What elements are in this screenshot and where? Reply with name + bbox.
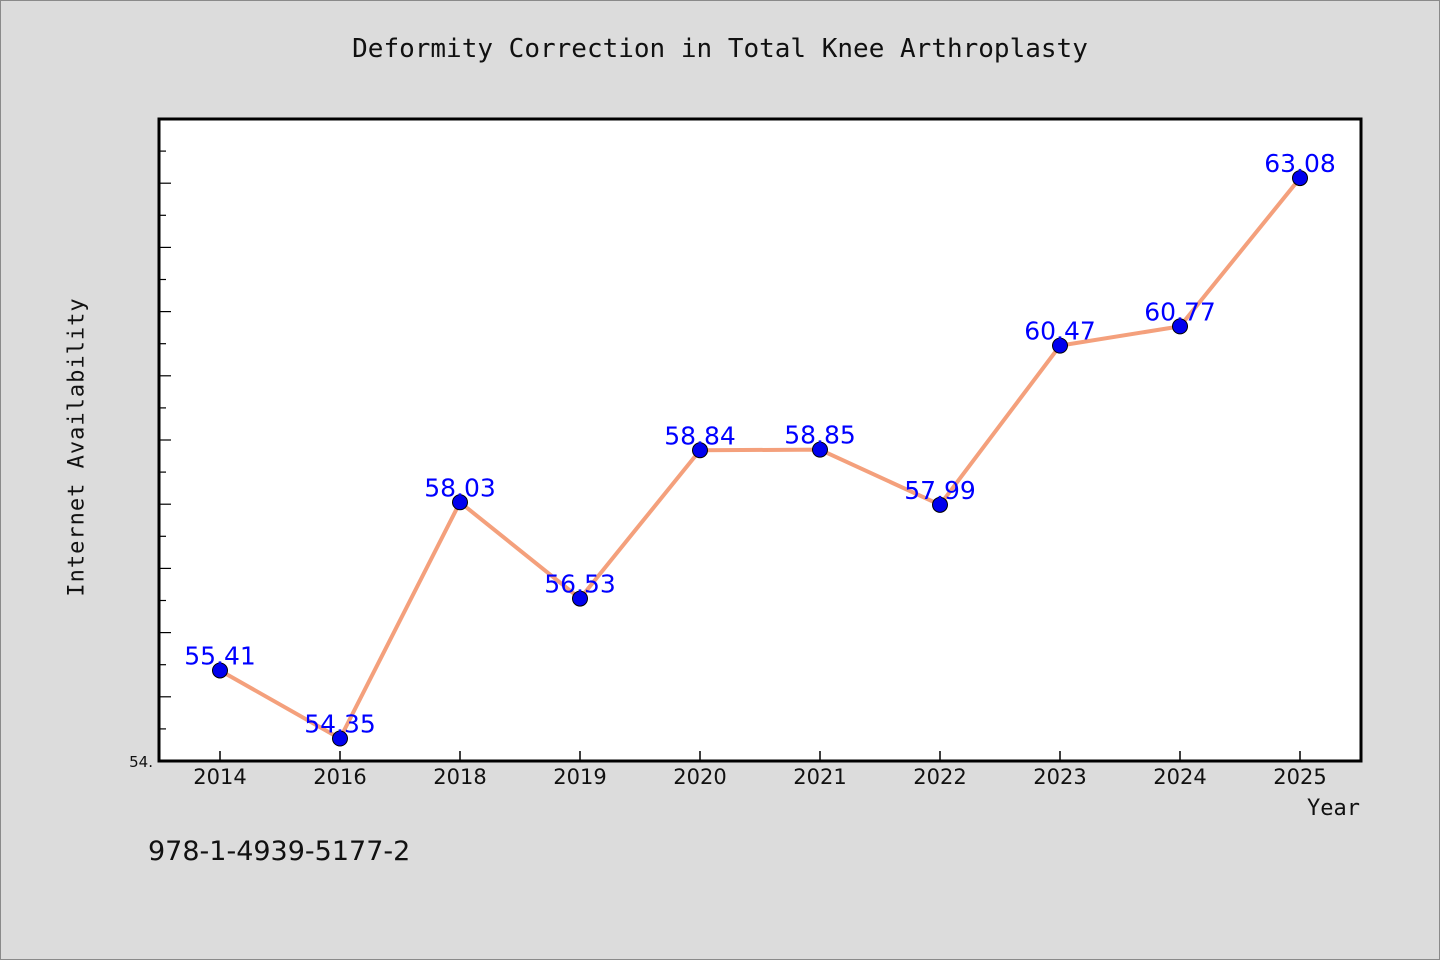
x-axis-label: Year <box>1307 796 1360 821</box>
y-axis-ticks: 54. <box>129 118 171 771</box>
data-label: 54.35 <box>304 710 376 739</box>
chart-title: Deformity Correction in Total Knee Arthr… <box>352 34 1088 64</box>
x-tick-label: 2020 <box>673 765 726 789</box>
data-labels: 55.41 54.35 58.03 56.53 58.84 58.85 57.99 60.47… <box>184 149 1336 738</box>
data-point <box>572 590 588 607</box>
data-label: 56.53 <box>544 570 616 599</box>
x-tick-label: 2019 <box>553 765 606 789</box>
data-point <box>692 442 708 459</box>
data-point <box>1052 337 1068 354</box>
series-line <box>219 176 1302 741</box>
x-tick-label: 2016 <box>313 765 366 789</box>
x-tick-label: 2018 <box>433 765 486 789</box>
data-label: 57.99 <box>904 476 976 505</box>
data-label: 60.77 <box>1144 297 1216 326</box>
data-point <box>212 662 228 679</box>
x-tick-label: 2025 <box>1273 765 1326 789</box>
plot-area <box>157 117 1363 763</box>
data-label: 55.41 <box>184 641 256 670</box>
data-label: 58.03 <box>424 473 496 502</box>
x-tick-label: 2024 <box>1153 765 1206 789</box>
data-point <box>1172 318 1188 335</box>
data-point <box>812 441 828 458</box>
x-tick-label: 2022 <box>913 765 966 789</box>
data-label: 58.85 <box>784 421 856 450</box>
data-label: 60.47 <box>1024 317 1096 346</box>
data-label: 63.08 <box>1264 149 1336 178</box>
data-label: 58.84 <box>664 421 736 450</box>
data-point <box>932 496 948 513</box>
isbn-text: 978-1-4939-5177-2 <box>148 836 411 867</box>
data-point <box>452 494 468 511</box>
x-tick-label: 2023 <box>1033 765 1086 789</box>
x-tick-label: 2021 <box>793 765 846 789</box>
y-tick-label: 54. <box>129 753 153 771</box>
x-tick-label: 2014 <box>193 765 246 789</box>
data-point <box>1292 170 1308 187</box>
series-markers <box>212 170 1308 747</box>
data-point <box>332 730 348 747</box>
series-polyline <box>219 176 1302 741</box>
x-axis: 2014 2016 2018 2019 2020 2021 2022 2023 2024 2025 <box>193 751 1327 789</box>
